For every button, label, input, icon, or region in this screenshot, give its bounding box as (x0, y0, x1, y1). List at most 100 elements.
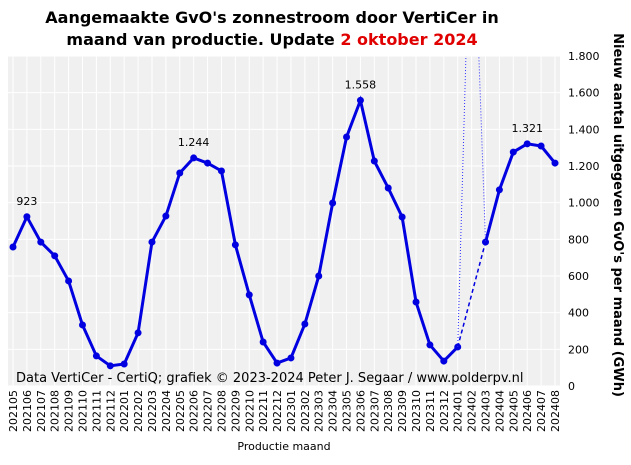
x-tick-label: 202408 (549, 390, 562, 432)
x-tick-label: 202303 (313, 390, 326, 432)
point (51, 252, 59, 260)
y-tick-label: 1.200 (568, 160, 600, 173)
x-tick-label: 202302 (299, 390, 312, 432)
x-tick-label: 202111 (90, 390, 103, 432)
y-tick-label: 0 (568, 380, 575, 393)
point (148, 238, 156, 246)
data-label: 1.244 (178, 136, 210, 149)
chart-title: Aangemaakte GvO's zonnestroom door Verti… (45, 8, 498, 27)
x-tick-label: 202305 (341, 390, 354, 432)
plot-area (8, 56, 560, 386)
point (120, 360, 128, 368)
x-tick-label: 202201 (118, 390, 131, 432)
annotation: Data VertiCer - CertiQ; grafiek © 2023-2… (16, 371, 524, 386)
chart-title: maand van productie. Update 2 oktober 20… (66, 30, 477, 49)
x-tick-label: 202206 (188, 390, 201, 432)
point (343, 133, 351, 141)
x-tick-label: 202403 (480, 390, 493, 432)
point (217, 167, 225, 175)
x-tick-label: 202204 (160, 390, 173, 432)
x-tick-label: 202309 (396, 390, 409, 432)
point (92, 352, 100, 360)
point (315, 272, 323, 280)
point (329, 199, 337, 207)
x-tick-label: 202105 (7, 390, 20, 432)
point (523, 140, 531, 148)
point (287, 354, 295, 362)
point (134, 329, 142, 337)
point (551, 159, 559, 167)
x-tick-label: 202405 (507, 390, 520, 432)
y-axis-label: Nieuw aantal uitgegeven GvO's per maand … (610, 33, 625, 397)
data-label: 1.321 (511, 122, 543, 135)
x-tick-label: 202212 (271, 390, 284, 432)
point (176, 169, 184, 177)
x-tick-label: 202402 (466, 390, 479, 432)
point (162, 212, 170, 220)
x-tick-label: 202202 (132, 390, 145, 432)
point (23, 213, 31, 221)
point (273, 359, 281, 367)
point (440, 357, 448, 365)
x-tick-label: 202306 (354, 390, 367, 432)
y-tick-label: 1.800 (568, 50, 600, 63)
x-tick-label: 202107 (35, 390, 48, 432)
point (65, 277, 73, 285)
x-tick-label: 202109 (63, 390, 76, 432)
x-tick-label: 202203 (146, 390, 159, 432)
x-tick-label: 202308 (382, 390, 395, 432)
point (482, 238, 490, 246)
series-group (9, 56, 559, 370)
x-tick-label: 202211 (257, 390, 270, 432)
x-axis-label: Productie maand (237, 440, 330, 453)
x-tick-label: 202304 (327, 390, 340, 432)
point (384, 184, 392, 192)
y-tick-label: 800 (568, 233, 589, 246)
x-tick-label: 202207 (202, 390, 215, 432)
point (259, 338, 267, 346)
point (356, 96, 364, 104)
y-tick-label: 600 (568, 270, 589, 283)
data-label: 923 (16, 195, 37, 208)
x-tick-label: 202205 (174, 390, 187, 432)
line (484, 142, 557, 243)
x-tick-label: 202406 (521, 390, 534, 432)
x-tick-label: 202301 (285, 390, 298, 432)
x-tick-label: 202208 (215, 390, 228, 432)
point (9, 243, 17, 251)
y-tick-label: 400 (568, 307, 589, 320)
y-tick-label: 1.600 (568, 87, 600, 100)
x-tick-label: 202407 (535, 390, 548, 432)
point (495, 186, 503, 194)
x-tick-label: 202312 (438, 390, 451, 432)
point (398, 213, 406, 221)
x-tick-label: 202108 (49, 390, 62, 432)
x-tick-label: 202307 (368, 390, 381, 432)
point (231, 241, 239, 249)
point (204, 159, 212, 167)
point (78, 321, 86, 329)
x-tick-label: 202310 (410, 390, 423, 432)
x-tick-label: 202311 (424, 390, 437, 432)
point (370, 157, 378, 165)
x-tick-label: 202404 (493, 390, 506, 432)
y-tick-label: 1.400 (568, 123, 600, 136)
point (301, 320, 309, 328)
x-tick-label: 202106 (21, 390, 34, 432)
y-tick-label: 1.000 (568, 197, 600, 210)
x-tick-label: 202110 (76, 390, 89, 432)
point (537, 142, 545, 150)
point (509, 148, 517, 156)
title-text: maand van productie. Update (66, 30, 340, 49)
y-tick-label: 200 (568, 343, 589, 356)
point (426, 341, 434, 349)
x-tick-label: 202112 (104, 390, 117, 432)
x-tick-label: 202401 (452, 390, 465, 432)
data-label: 1.558 (345, 78, 377, 91)
x-tick-label: 202210 (243, 390, 256, 432)
x-tick-label: 202209 (229, 390, 242, 432)
point (190, 154, 198, 162)
title-date: 2 oktober 2024 (340, 30, 477, 49)
point (412, 298, 420, 306)
point (245, 291, 253, 299)
